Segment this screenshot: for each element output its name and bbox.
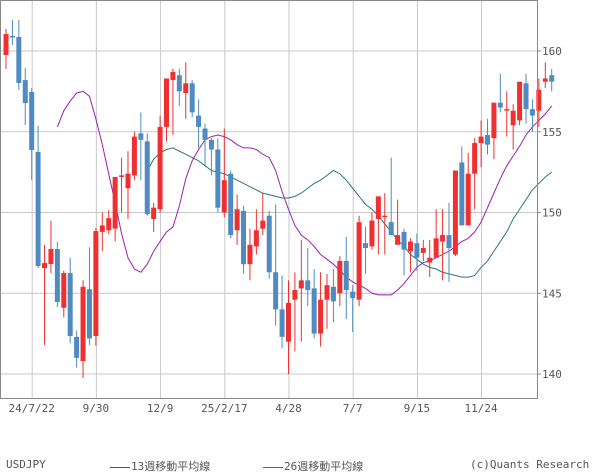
svg-text:25/2/17: 25/2/17 bbox=[201, 402, 247, 415]
legend-ma13: 13週移動平均線 bbox=[110, 458, 210, 474]
svg-text:140: 140 bbox=[542, 368, 562, 381]
svg-text:7/7: 7/7 bbox=[343, 402, 363, 415]
candlestick-chart: 140 145 150 155 160 24/7/22 9/30 12/9 25/2/17 4/… bbox=[0, 0, 562, 415]
svg-text:9/30: 9/30 bbox=[83, 402, 110, 415]
plot-frame bbox=[0, 0, 538, 399]
legend-ma26-label: 26週移動平均線 bbox=[284, 460, 364, 473]
legend-ma26: 26週移動平均線 bbox=[263, 458, 363, 474]
y-axis-ticks: 140 145 150 155 160 bbox=[537, 45, 562, 381]
svg-text:9/15: 9/15 bbox=[404, 402, 431, 415]
ma13-line bbox=[56, 90, 553, 296]
svg-text:155: 155 bbox=[542, 126, 562, 139]
svg-text:4/28: 4/28 bbox=[275, 402, 302, 415]
ma26-swatch-icon bbox=[263, 466, 283, 468]
credit-label: (c)Quants Research bbox=[470, 458, 590, 471]
ma13-swatch-icon bbox=[110, 466, 130, 468]
legend-ma13-label: 13週移動平均線 bbox=[131, 460, 211, 473]
ma26-line bbox=[146, 147, 553, 278]
x-axis-ticks: 24/7/22 9/30 12/9 25/2/17 4/28 7/7 9/15 11/24 bbox=[9, 402, 499, 415]
svg-text:145: 145 bbox=[542, 287, 562, 300]
svg-text:24/7/22: 24/7/22 bbox=[9, 402, 55, 415]
svg-text:12/9: 12/9 bbox=[147, 402, 174, 415]
symbol-label: USDJPY bbox=[6, 458, 46, 471]
svg-text:11/24: 11/24 bbox=[465, 402, 498, 415]
svg-text:150: 150 bbox=[542, 207, 562, 220]
candles bbox=[3, 19, 555, 379]
svg-text:160: 160 bbox=[542, 45, 562, 58]
